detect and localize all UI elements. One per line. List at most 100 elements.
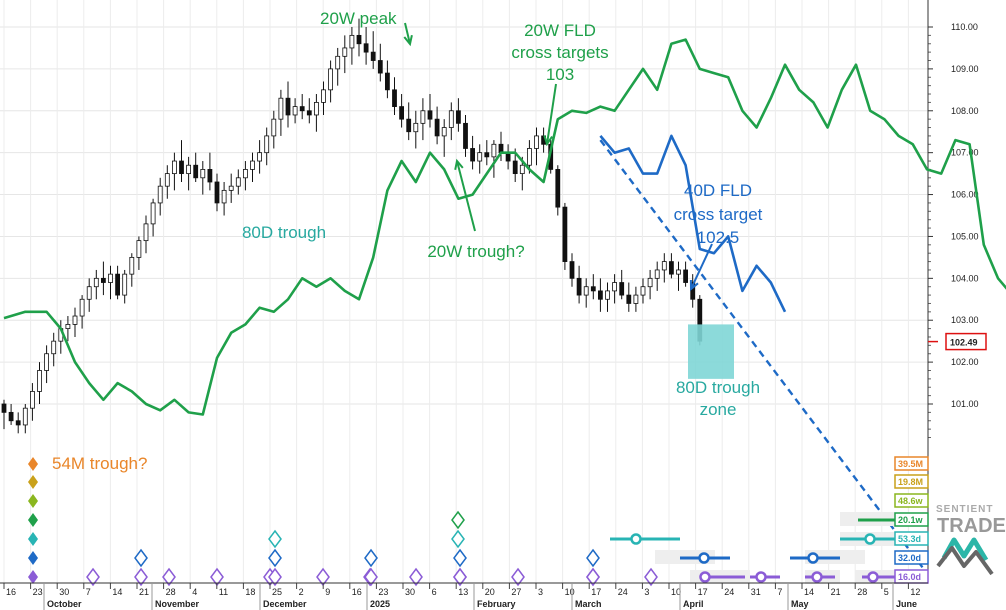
annotation-label: 80D trough (676, 378, 760, 397)
arrow-20w-trough (456, 160, 476, 232)
candle-body (193, 164, 199, 179)
cycle-period-label: 16.0d (898, 572, 921, 582)
candle-body (250, 160, 255, 170)
arrow-20w-peak-head (403, 34, 413, 47)
y-tick-label: 105.00 (951, 231, 979, 241)
candle-body (72, 315, 78, 325)
candle-body (512, 160, 518, 175)
candle-body (534, 135, 539, 149)
x-tick-label: 4 (192, 587, 197, 597)
cycle-period-box (894, 493, 929, 508)
candle-body (349, 34, 355, 49)
candle-body (292, 106, 298, 116)
projection-32d-center (807, 552, 819, 564)
cycle-diamond (586, 567, 600, 587)
candle-body (328, 68, 334, 91)
x-month-label: June (896, 599, 917, 609)
y-tick-label: 102.00 (951, 357, 979, 367)
cycle-diamond (268, 548, 282, 568)
x-tick-label: 11 (219, 587, 228, 597)
x-tick-label: 2 (299, 587, 304, 597)
x-tick-label: 28 (166, 587, 176, 597)
candle-body (285, 97, 291, 116)
candle-body (661, 261, 667, 271)
cycle-diamond (451, 510, 465, 530)
cycle-diamond (409, 567, 423, 587)
x-month-label: 2025 (370, 599, 390, 609)
cycle-diamond (134, 567, 148, 587)
cycle-period-label: 32.0d (898, 553, 921, 563)
trough-zone-box (688, 324, 734, 379)
candle-body (242, 169, 248, 179)
x-tick-label: 28 (857, 587, 867, 597)
annotation-label: 40D FLD (684, 181, 752, 200)
x-tick-label: 21 (831, 587, 841, 597)
candle-body (65, 324, 71, 329)
y-tick-label: 109.00 (951, 64, 979, 74)
cycle-diamond-filled (28, 513, 38, 527)
candle-body (15, 420, 21, 426)
cycle-period-box (894, 550, 929, 565)
x-tick-label: 27 (511, 587, 521, 597)
annotation-label: cross target (674, 205, 763, 224)
annotation-label: zone (700, 400, 737, 419)
x-tick-label: 16 (352, 587, 362, 597)
projection-32d-center (698, 552, 710, 564)
y-tick-label: 103.00 (951, 315, 979, 325)
cycle-diamond (364, 567, 378, 587)
y-tick-label: 108.00 (951, 106, 979, 116)
x-tick-label: 23 (378, 587, 388, 597)
candle-body (491, 143, 497, 158)
cycle-diamond-filled (28, 551, 38, 565)
candle-body (484, 152, 490, 158)
cycle-diamond (453, 548, 467, 568)
cycle-diamond (586, 548, 600, 568)
candle-body (79, 298, 85, 317)
x-tick-label: 25 (272, 587, 282, 597)
cycle-period-box (894, 531, 929, 546)
candle-body (37, 370, 42, 392)
cycle-diamond (364, 548, 378, 568)
x-month-label: February (477, 599, 516, 609)
cycle-diamond (644, 567, 658, 587)
x-month-label: December (263, 599, 307, 609)
x-tick-label: 21 (139, 587, 149, 597)
candle-body (399, 106, 405, 120)
x-tick-label: 17 (698, 587, 708, 597)
y-tick-label: 106.00 (951, 190, 979, 200)
x-month-label: October (47, 599, 82, 609)
candle-body (626, 294, 632, 304)
candle-body (264, 135, 270, 154)
grid (0, 0, 928, 583)
candle-body (583, 286, 589, 296)
x-month-label: November (155, 599, 200, 609)
candle-body (598, 290, 603, 300)
arrow-20w-trough-head (454, 158, 464, 171)
candle-body (122, 273, 128, 296)
annotation-label: 20W peak (320, 9, 397, 28)
x-month-label: April (683, 599, 704, 609)
x-tick-label: 14 (112, 587, 122, 597)
cycle-diamond (451, 529, 465, 549)
cycle-diamond-filled (28, 532, 38, 546)
20-week-cycle-line (3, 38, 1006, 416)
x-tick-label: 23 (33, 587, 43, 597)
candle-body (108, 273, 113, 283)
candle-body (164, 173, 170, 187)
candle-body (214, 181, 220, 204)
candle-body (527, 148, 532, 166)
cycle-period-box (894, 456, 929, 471)
cycle-period-label: 48.6w (898, 496, 924, 506)
cycle-diamond-filled (28, 494, 38, 508)
y-tick-label: 104.00 (951, 273, 979, 283)
candle-body (669, 261, 674, 275)
candle-body (470, 148, 476, 162)
40-day-cycle-line (599, 134, 787, 313)
cycle-diamond (134, 548, 148, 568)
annotations: 20W peak 20W FLD cross targets 103 80D troug… (52, 9, 763, 473)
x-tick-label: 13 (458, 587, 468, 597)
x-axis: 16 23 30 7 14 21 28 4 11 18 25 2 9 16 23 30 6 13 20 27 3 10 17… (0, 582, 928, 610)
x-tick-label: 3 (538, 587, 543, 597)
candle-body (555, 169, 561, 208)
x-tick-label: 30 (405, 587, 415, 597)
